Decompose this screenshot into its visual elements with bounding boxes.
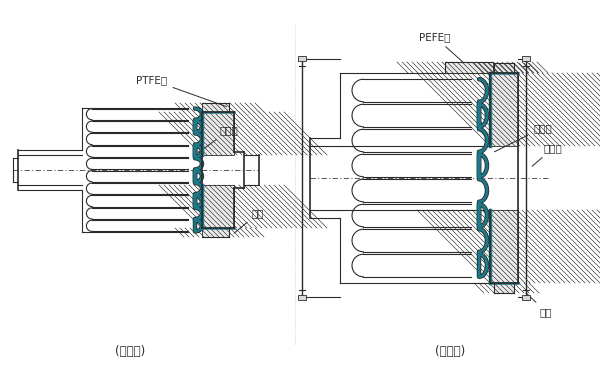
Bar <box>490 73 518 146</box>
Text: 法屰: 法屰 <box>234 208 265 233</box>
Bar <box>202 185 234 228</box>
Bar <box>490 210 518 283</box>
Text: 金属层: 金属层 <box>494 123 552 152</box>
Text: PEFE层: PEFE层 <box>419 32 463 62</box>
Bar <box>522 295 530 300</box>
Bar <box>522 56 530 61</box>
Text: 金属层: 金属层 <box>197 125 239 153</box>
Text: 法屰: 法屰 <box>526 293 553 317</box>
Text: 调节杆: 调节杆 <box>532 143 563 166</box>
Bar <box>494 63 514 73</box>
Bar <box>202 103 229 112</box>
Bar <box>494 283 514 293</box>
Text: (低波型): (低波型) <box>115 345 145 358</box>
Bar <box>298 295 306 300</box>
Text: PTFE层: PTFE层 <box>136 75 226 106</box>
Bar <box>445 62 493 73</box>
Text: (高波型): (高波型) <box>435 345 465 358</box>
Bar <box>202 228 229 237</box>
Bar <box>298 56 306 61</box>
Bar <box>202 112 234 155</box>
